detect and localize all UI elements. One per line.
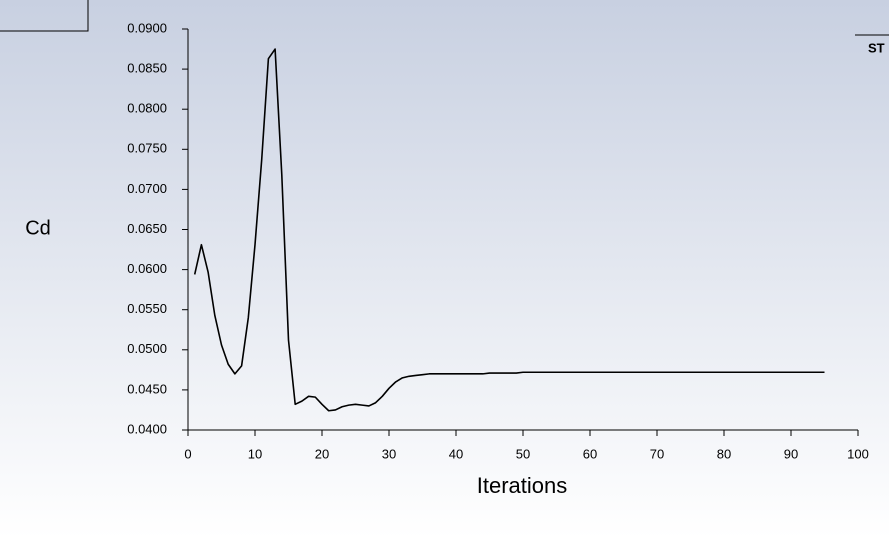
- plot-area: 0.0400 0.0450 0.0500 0.0550 0.0600 0.0650 0.07…: [127, 20, 869, 461]
- y-tick-label: 0.0850: [127, 61, 167, 76]
- y-axis-label: Cd: [25, 217, 51, 239]
- x-axis-label: Iterations: [477, 473, 568, 498]
- y-tick-label: 0.0800: [127, 101, 167, 116]
- x-tick-label: 10: [248, 446, 262, 461]
- x-tick-label: 0: [184, 446, 191, 461]
- y-tick-label: 0.0550: [127, 301, 167, 316]
- x-tick-label: 50: [516, 446, 530, 461]
- data-line: [193, 48, 825, 412]
- legend-frame: [0, 0, 89, 32]
- x-tick-label: 100: [847, 446, 869, 461]
- x-tick-label: 80: [717, 446, 731, 461]
- x-tick-label: 30: [382, 446, 396, 461]
- logo-text: ST: [868, 40, 885, 55]
- y-tick-label: 0.0600: [127, 261, 167, 276]
- x-tick-label: 70: [650, 446, 664, 461]
- x-tick-label: 60: [583, 446, 597, 461]
- y-tick-label: 0.0750: [127, 141, 167, 156]
- y-tick-label: 0.0900: [127, 20, 167, 35]
- y-tick-label: 0.0650: [127, 221, 167, 236]
- y-tick-label: 0.0450: [127, 381, 167, 396]
- x-tick-label: 40: [449, 446, 463, 461]
- y-tick-label: 0.0700: [127, 181, 167, 196]
- y-tick-label: 0.0400: [127, 421, 167, 436]
- y-tick-label: 0.0500: [127, 341, 167, 356]
- x-tick-label: 20: [315, 446, 329, 461]
- x-tick-label: 90: [784, 446, 798, 461]
